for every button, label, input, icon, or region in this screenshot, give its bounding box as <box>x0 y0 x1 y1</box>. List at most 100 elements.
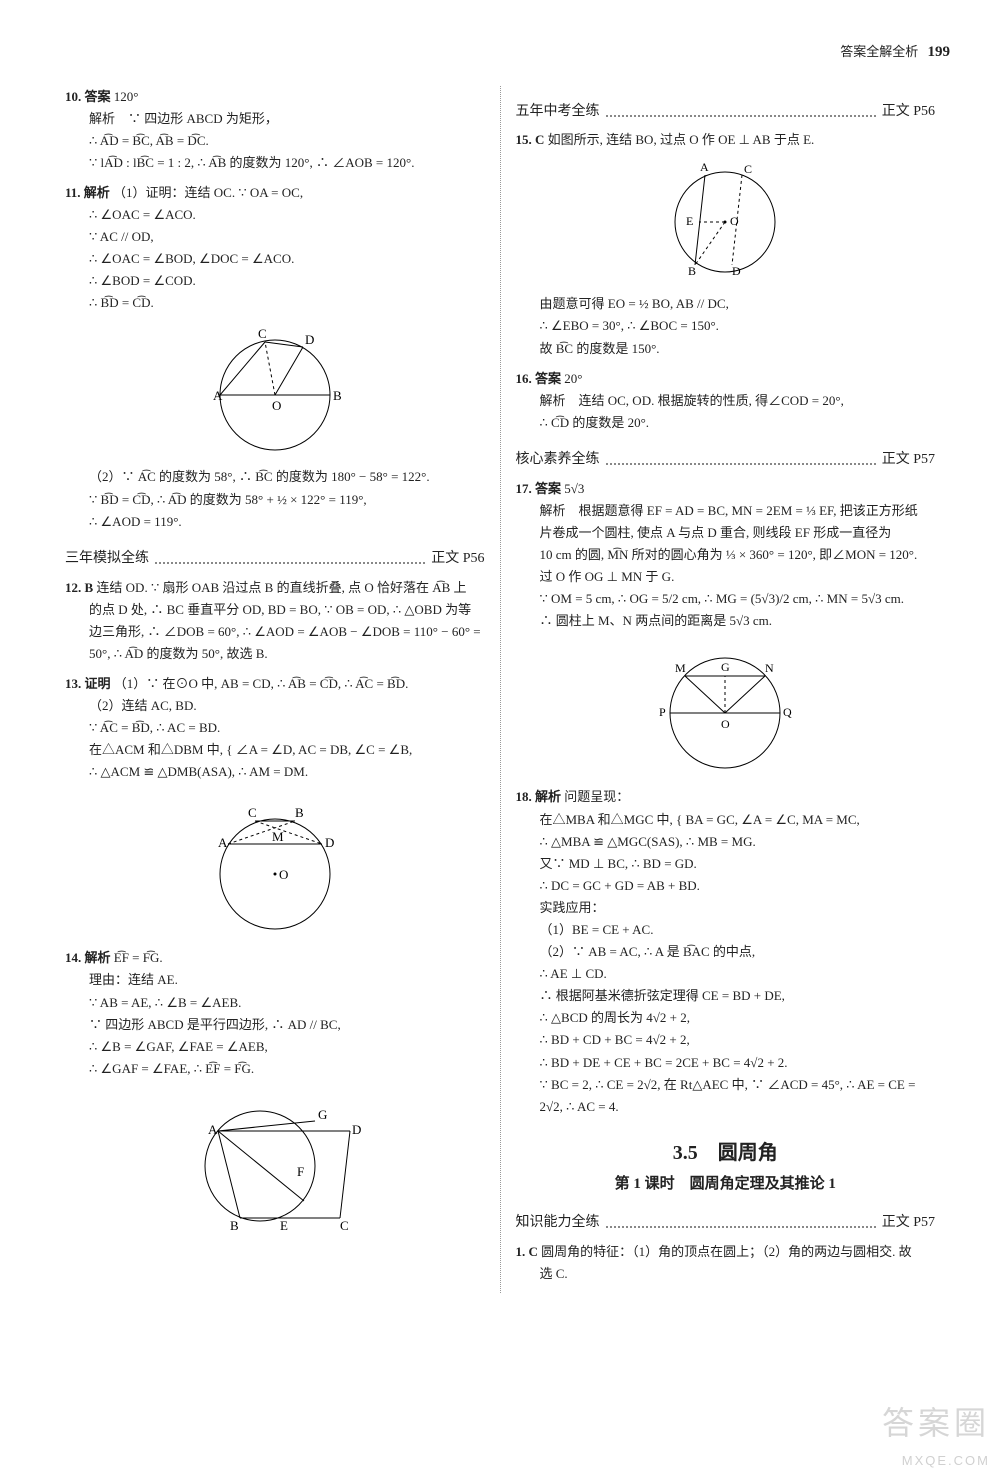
section-exam-title: 五年中考全练 <box>516 100 600 124</box>
q10-num: 10. 答案 <box>65 89 111 104</box>
page-number: 199 <box>928 44 951 60</box>
section-simulate: 三年模拟全练 正文 P56 <box>65 547 485 571</box>
svg-text:M: M <box>272 829 284 844</box>
svg-text:B: B <box>688 264 696 278</box>
q18-l4: ∴ DC = GC + GD = AB + BD. <box>540 875 936 897</box>
q18-l14: 2√2, ∴ AC = 4. <box>540 1096 936 1118</box>
svg-text:A: A <box>213 388 223 403</box>
svg-text:B: B <box>333 388 342 403</box>
svg-text:Q: Q <box>783 705 792 719</box>
q12-l1: 连结 OD. ∵ 扇形 OAB 沿过点 B 的直线折叠, 点 O 恰好落在 A͡… <box>96 580 466 595</box>
q18-l12: ∴ BD + DE + CE + BC = 2CE + BC = 4√2 + 2… <box>540 1052 936 1074</box>
section-exam: 五年中考全练 正文 P56 <box>516 100 936 124</box>
q16-l1: 解析 连结 OC, OD. 根据旋转的性质, 得∠COD = 20°, <box>540 390 936 412</box>
svg-text:B: B <box>230 1218 239 1233</box>
right-column: 五年中考全练 正文 P56 15. C 如图所示, 连结 BO, 过点 O 作 … <box>501 86 951 1294</box>
q15-num: 15. C <box>516 132 545 147</box>
q13-l4: 在△ACM 和△DBM 中, { ∠A = ∠D, AC = DB, ∠C = … <box>89 739 485 761</box>
q11-figure: A B C D O <box>195 320 355 460</box>
q11: 11. 解析 （1）证明：连结 OC. ∵ OA = OC, ∴ ∠OAC = … <box>65 182 485 533</box>
q12-num: 12. B <box>65 580 93 595</box>
q14-l4: ∴ ∠B = ∠GAF, ∠FAE = ∠AEB, <box>89 1036 485 1058</box>
dots-icon <box>606 106 876 116</box>
svg-text:D: D <box>352 1122 361 1137</box>
svg-text:D: D <box>325 835 334 850</box>
q10-l1: 解析 ∵ 四边形 ABCD 为矩形， <box>89 108 485 130</box>
q17-l1: 解析 根据题意得 EF = AD = BC, MN = 2EM = ⅓ EF, … <box>540 500 936 522</box>
q15-l2: 由题意可得 EO = ½ BO, AB // DC, <box>540 293 936 315</box>
q17: 17. 答案 5√3 解析 根据题意得 EF = AD = BC, MN = 2… <box>516 478 936 779</box>
q14-num: 14. 解析 <box>65 950 111 965</box>
svg-text:B: B <box>295 805 304 820</box>
header-label: 答案全解全析 <box>840 44 918 59</box>
chapter-title: 3.5 圆周角 <box>516 1136 936 1170</box>
q18-l7: （2）∵ AB = AC, ∴ A 是 B͡AC 的中点, <box>540 941 936 963</box>
q13-l3: ∵ A͡C = B͡D, ∴ AC = BD. <box>89 717 485 739</box>
q11-l7: （2）∵ A͡C 的度数为 58°, ∴ B͡C 的度数为 180° − 58°… <box>89 466 485 488</box>
chapter-subtitle: 第 1 课时 圆周角定理及其推论 1 <box>516 1172 936 1198</box>
q15: 15. C 如图所示, 连结 BO, 过点 O 作 OE ⊥ AB 于点 E. … <box>516 129 936 359</box>
svg-text:C: C <box>248 805 257 820</box>
q13-figure: A D C B M O <box>195 789 355 939</box>
svg-text:O: O <box>279 867 288 882</box>
q11-l5: ∴ ∠BOD = ∠COD. <box>89 270 485 292</box>
q18-l3: 又∵ MD ⊥ BC, ∴ BD = GD. <box>540 853 936 875</box>
section-knowledge-ref: 正文 P57 <box>882 1211 935 1235</box>
q1-num: 1. C <box>516 1244 538 1259</box>
svg-text:C: C <box>258 326 267 341</box>
q13-l2: （2）连结 AC, BD. <box>89 695 485 717</box>
q16-ans: 20° <box>564 371 582 386</box>
svg-text:F: F <box>297 1164 304 1179</box>
q16-l2: ∴ C͡D 的度数是 20°. <box>540 412 936 434</box>
q17-l2: 片卷成一个圆柱, 使点 A 与点 D 重合, 则线段 EF 形成一直径为 <box>540 522 936 544</box>
q10-l3: ∵ lA͡D : lB͡C = 1 : 2, ∴ A͡B 的度数为 120°, … <box>89 152 485 174</box>
q11-num: 11. 解析 <box>65 185 110 200</box>
left-column: 10. 答案 120° 解析 ∵ 四边形 ABCD 为矩形， ∴ A͡D = B… <box>50 86 501 1294</box>
q18-l2: ∴ △MBA ≌ △MGC(SAS), ∴ MB = MG. <box>540 831 936 853</box>
section-core-ref: 正文 P57 <box>882 448 935 472</box>
q18: 18. 解析 问题呈现： 在△MBA 和△MGC 中, { BA = GC, ∠… <box>516 786 936 1117</box>
q1-l1: 圆周角的特征：（1）角的顶点在圆上；（2）角的两边与圆相交. 故 <box>541 1244 912 1259</box>
q17-l5: ∵ OM = 5 cm, ∴ OG = 5/2 cm, ∴ MG = (5√3)… <box>540 588 936 610</box>
watermark-sub: MXQE.COM <box>882 1450 990 1472</box>
q12: 12. B 连结 OD. ∵ 扇形 OAB 沿过点 B 的直线折叠, 点 O 恰… <box>65 577 485 665</box>
svg-text:D: D <box>732 264 741 278</box>
svg-text:N: N <box>765 661 774 675</box>
svg-text:O: O <box>721 717 730 731</box>
section-simulate-title: 三年模拟全练 <box>65 547 149 571</box>
q18-l13: ∵ BC = 2, ∴ CE = 2√2, 在 Rt△AEC 中, ∵ ∠ACD… <box>540 1074 936 1096</box>
q14-figure: A D B C E F G <box>180 1086 370 1241</box>
section-exam-ref: 正文 P56 <box>882 100 935 124</box>
q11-l3: ∵ AC // OD, <box>89 226 485 248</box>
svg-text:P: P <box>659 705 666 719</box>
q18-l6: （1）BE = CE + AC. <box>540 919 936 941</box>
q15-figure: A C B D E O <box>650 157 800 287</box>
q18-l11: ∴ BD + CD + BC = 4√2 + 2, <box>540 1029 936 1051</box>
q11-l1: （1）证明：连结 OC. ∵ OA = OC, <box>113 185 303 200</box>
q17-l6: ∴ 圆柱上 M、N 两点间的距离是 5√3 cm. <box>540 610 936 632</box>
q13-l5: ∴ △ACM ≌ △DMB(ASA), ∴ AM = DM. <box>89 761 485 783</box>
section-simulate-ref: 正文 P56 <box>431 547 484 571</box>
q15-l4: 故 B͡C 的度数是 150°. <box>540 338 936 360</box>
section-knowledge: 知识能力全练 正文 P57 <box>516 1211 936 1235</box>
q12-l4: 50°, ∴ A͡D 的度数为 50°, 故选 B. <box>89 643 485 665</box>
q17-l3: 10 cm 的圆, M͡N 所对的圆心角为 ⅓ × 360° = 120°, 即… <box>540 544 936 566</box>
dots-icon <box>606 455 876 465</box>
q18-l10: ∴ △BCD 的周长为 4√2 + 2, <box>540 1007 936 1029</box>
q11-l6: ∴ B͡D = C͡D. <box>89 292 485 314</box>
dots-icon <box>606 1218 876 1228</box>
q14-l5: ∴ ∠GAF = ∠FAE, ∴ E͡F = F͡G. <box>89 1058 485 1080</box>
q1: 1. C 圆周角的特征：（1）角的顶点在圆上；（2）角的两边与圆相交. 故 选 … <box>516 1241 936 1285</box>
watermark-main: 答案圈 <box>882 1405 990 1441</box>
q17-num: 17. 答案 <box>516 481 562 496</box>
q13: 13. 证明 （1）∵ 在⊙O 中, AB = CD, ∴ A͡B = C͡D,… <box>65 673 485 939</box>
svg-text:O: O <box>730 214 739 228</box>
q12-l3: 边三角形, ∴ ∠DOB = 60°, ∴ ∠AOD = ∠AOB − ∠DOB… <box>89 621 485 643</box>
q18-l9: ∴ 根据阿基米德折弦定理得 CE = BD + DE, <box>540 985 936 1007</box>
svg-text:E: E <box>686 214 693 228</box>
section-core: 核心素养全练 正文 P57 <box>516 448 936 472</box>
svg-text:C: C <box>340 1218 349 1233</box>
q15-l3: ∴ ∠EBO = 30°, ∴ ∠BOC = 150°. <box>540 315 936 337</box>
svg-text:M: M <box>675 661 686 675</box>
svg-text:G: G <box>318 1107 327 1122</box>
